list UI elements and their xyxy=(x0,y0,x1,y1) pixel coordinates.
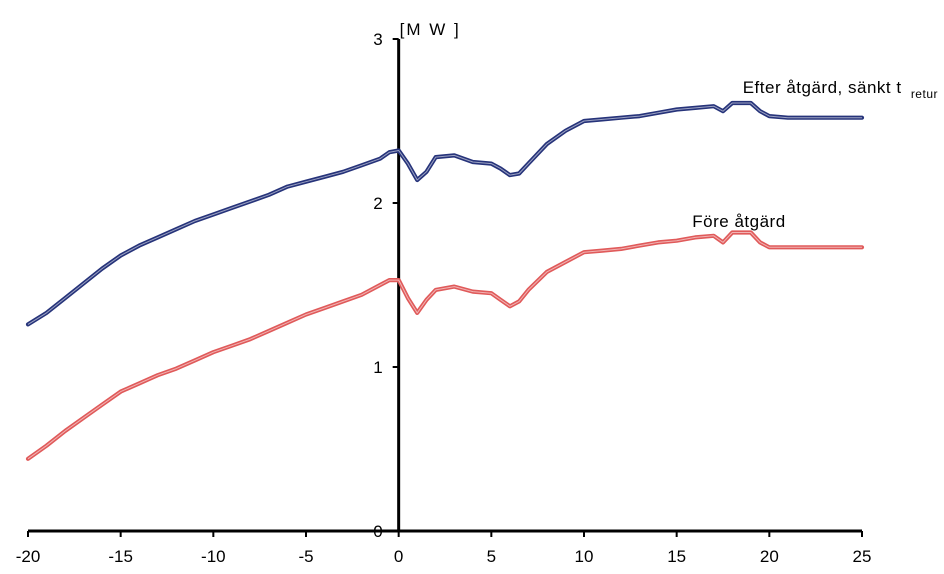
series-line-highlight xyxy=(27,102,862,325)
series-line-0 xyxy=(25,100,865,327)
x-tick-label: 25 xyxy=(853,547,872,566)
series-label-efter-main: Efter åtgärd, sänkt t xyxy=(743,78,902,97)
series-label-efter: Efter åtgärd, sänkt t retur xyxy=(743,78,938,101)
series-label-fore: Före åtgärd xyxy=(692,212,785,231)
x-tick-label: 10 xyxy=(575,547,594,566)
y-tick-label: 2 xyxy=(373,194,382,213)
x-tick-label: -5 xyxy=(298,547,313,566)
series-line-highlight xyxy=(27,232,862,460)
x-tick-label: -20 xyxy=(16,547,41,566)
x-tick-label: 0 xyxy=(394,547,403,566)
x-ticks: -20 -15 -10 -5 0 5 10 15 20 25 xyxy=(16,531,872,566)
x-tick-label: -10 xyxy=(201,547,226,566)
series-line-stroke xyxy=(25,230,865,461)
series-label-efter-subscript: retur xyxy=(911,87,938,101)
axes xyxy=(28,39,862,533)
y-axis-unit-label: [M W ] xyxy=(400,20,461,39)
y-tick-label-zero: 0 xyxy=(373,522,382,541)
x-tick-label: -15 xyxy=(108,547,133,566)
x-tick-label: 15 xyxy=(667,547,686,566)
y-tick-label: 1 xyxy=(373,358,382,377)
series-line-1 xyxy=(25,230,865,461)
y-tick-label: 3 xyxy=(373,30,382,49)
y-ticks: 1 2 3 xyxy=(373,30,399,532)
x-tick-label: 5 xyxy=(487,547,496,566)
series-layer xyxy=(25,100,865,461)
x-tick-label: 20 xyxy=(760,547,779,566)
